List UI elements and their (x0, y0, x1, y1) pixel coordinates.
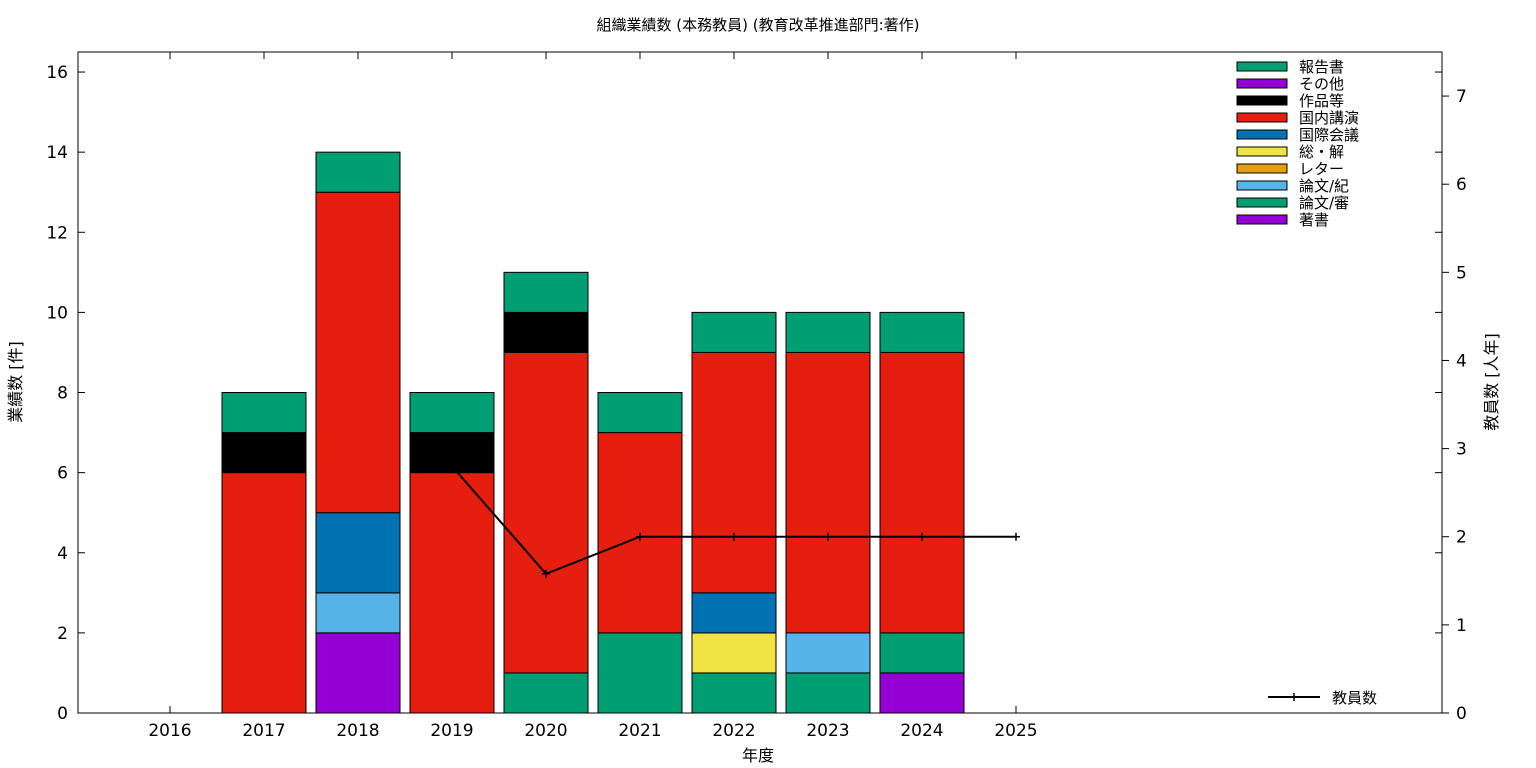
bar-segment (315, 592, 401, 634)
legend-swatch (1236, 180, 1288, 191)
legend-swatch (1236, 95, 1288, 106)
bar-segment (597, 432, 683, 634)
legend-label: 作品等 (1299, 92, 1344, 110)
y-tick-label: 6 (57, 464, 68, 484)
bar-segment (879, 311, 965, 353)
bar-segment (503, 311, 589, 353)
legend-swatch (1236, 197, 1288, 208)
y-axis-label: 業績数 [件] (6, 341, 25, 423)
y-tick-label: 10 (46, 303, 68, 323)
y2-tick-label: 6 (1456, 175, 1467, 195)
bars (221, 151, 965, 714)
y2-tick-label: 1 (1456, 616, 1467, 636)
legend-swatch (1236, 129, 1288, 140)
x-tick-label: 2016 (148, 721, 191, 741)
legend-label: 国際会議 (1299, 126, 1359, 144)
chart-title: 組織業績数 (本務教員) (教育改革推進部門:著作) (596, 16, 919, 34)
bar-segment (597, 632, 683, 714)
staff-line (448, 462, 1020, 578)
legend-label: 論文/審 (1299, 194, 1349, 212)
legend-label: 国内講演 (1299, 109, 1359, 127)
y2-axis-label: 教員数 [人年] (1482, 333, 1501, 431)
bar-segment (785, 672, 871, 714)
legend-swatch (1236, 146, 1288, 157)
legend-swatch (1236, 163, 1288, 174)
x-tick-label: 2018 (336, 721, 379, 741)
bar-segment (691, 632, 777, 674)
y-tick-label: 2 (57, 624, 68, 644)
legend-label: その他 (1299, 75, 1344, 93)
bar-segment (409, 392, 495, 434)
bar-segment (785, 632, 871, 674)
y2-tick-label: 3 (1456, 440, 1467, 460)
bar-segment (503, 672, 589, 714)
y-tick-label: 4 (57, 544, 68, 564)
y2-tick-label: 0 (1456, 704, 1467, 724)
bar-segment (221, 432, 307, 474)
x-tick-label: 2021 (618, 721, 661, 741)
y2-tick-label: 5 (1456, 263, 1467, 283)
bar-segment (879, 672, 965, 714)
y-tick-label: 0 (57, 704, 68, 724)
x-tick-label: 2023 (806, 721, 849, 741)
y-tick-label: 8 (57, 384, 68, 404)
legend-label: 総・解 (1299, 143, 1344, 161)
x-tick-label: 2017 (242, 721, 285, 741)
bar-segment (315, 512, 401, 594)
x-tick-label: 2024 (900, 721, 943, 741)
y-tick-label: 16 (46, 63, 68, 83)
legend-label: 著書 (1299, 211, 1329, 229)
plot-frame (77, 51, 1443, 714)
x-tick-label: 2025 (994, 721, 1037, 741)
y-tick-label: 12 (46, 223, 68, 243)
legend-label: レター (1299, 160, 1344, 178)
bar-segment (503, 351, 589, 674)
y2-tick-label: 2 (1456, 528, 1467, 548)
legend-label: 論文/紀 (1299, 177, 1349, 195)
y-tick-label: 14 (46, 143, 68, 163)
legend-swatch (1236, 214, 1288, 225)
bar-segment (315, 151, 401, 193)
y2-tick-label: 4 (1456, 351, 1467, 371)
bar-segment (879, 351, 965, 634)
legend-label: 報告書 (1299, 58, 1344, 76)
legend-swatch (1236, 78, 1288, 89)
bar-segment (691, 311, 777, 353)
bar-segment (221, 392, 307, 434)
x-tick-label: 2019 (430, 721, 473, 741)
bar-segment (691, 672, 777, 714)
x-tick-label: 2020 (524, 721, 567, 741)
bar-segment (785, 351, 871, 634)
legend-line-label: 教員数 (1332, 689, 1377, 707)
legend-swatch (1236, 112, 1288, 123)
bar-segment (409, 472, 495, 714)
bar-segment (503, 271, 589, 313)
x-axis-label: 年度 (742, 746, 774, 765)
bar-segment (691, 351, 777, 594)
bar-segment (221, 472, 307, 714)
bar-segment (879, 632, 965, 674)
bar-segment (315, 632, 401, 714)
x-tick-label: 2022 (712, 721, 755, 741)
legend-swatch (1236, 61, 1288, 72)
y2-tick-label: 7 (1456, 87, 1467, 107)
bar-segment (315, 191, 401, 514)
bar-segment (691, 592, 777, 634)
bar-segment (785, 311, 871, 353)
bar-segment (597, 392, 683, 434)
